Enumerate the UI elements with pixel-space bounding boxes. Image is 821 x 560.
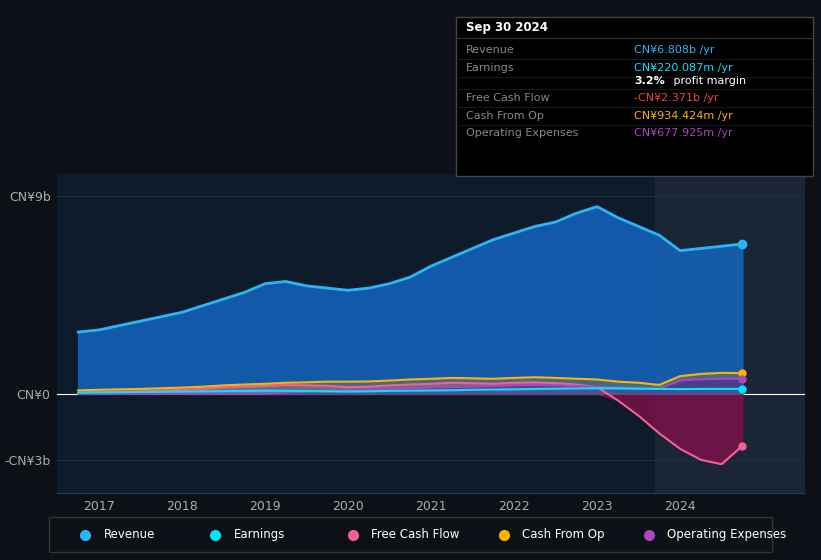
Text: CN¥677.925m /yr: CN¥677.925m /yr [635,128,733,138]
FancyBboxPatch shape [456,17,813,176]
Text: -CN¥2.371b /yr: -CN¥2.371b /yr [635,93,718,103]
Text: Free Cash Flow: Free Cash Flow [371,528,459,542]
Text: CN¥934.424m /yr: CN¥934.424m /yr [635,111,733,121]
Text: Cash From Op: Cash From Op [522,528,605,542]
Text: Revenue: Revenue [103,528,155,542]
Text: Earnings: Earnings [233,528,285,542]
Text: Operating Expenses: Operating Expenses [667,528,787,542]
Text: 3.2%: 3.2% [635,76,665,86]
Text: Free Cash Flow: Free Cash Flow [466,93,550,103]
Text: CN¥6.808b /yr: CN¥6.808b /yr [635,45,715,55]
Text: Operating Expenses: Operating Expenses [466,128,579,138]
Text: Earnings: Earnings [466,63,515,73]
Bar [655,174,805,493]
Text: Cash From Op: Cash From Op [466,111,544,121]
Text: profit margin: profit margin [670,76,746,86]
Text: CN¥220.087m /yr: CN¥220.087m /yr [635,63,733,73]
Text: Sep 30 2024: Sep 30 2024 [466,21,548,35]
Text: Revenue: Revenue [466,45,515,55]
